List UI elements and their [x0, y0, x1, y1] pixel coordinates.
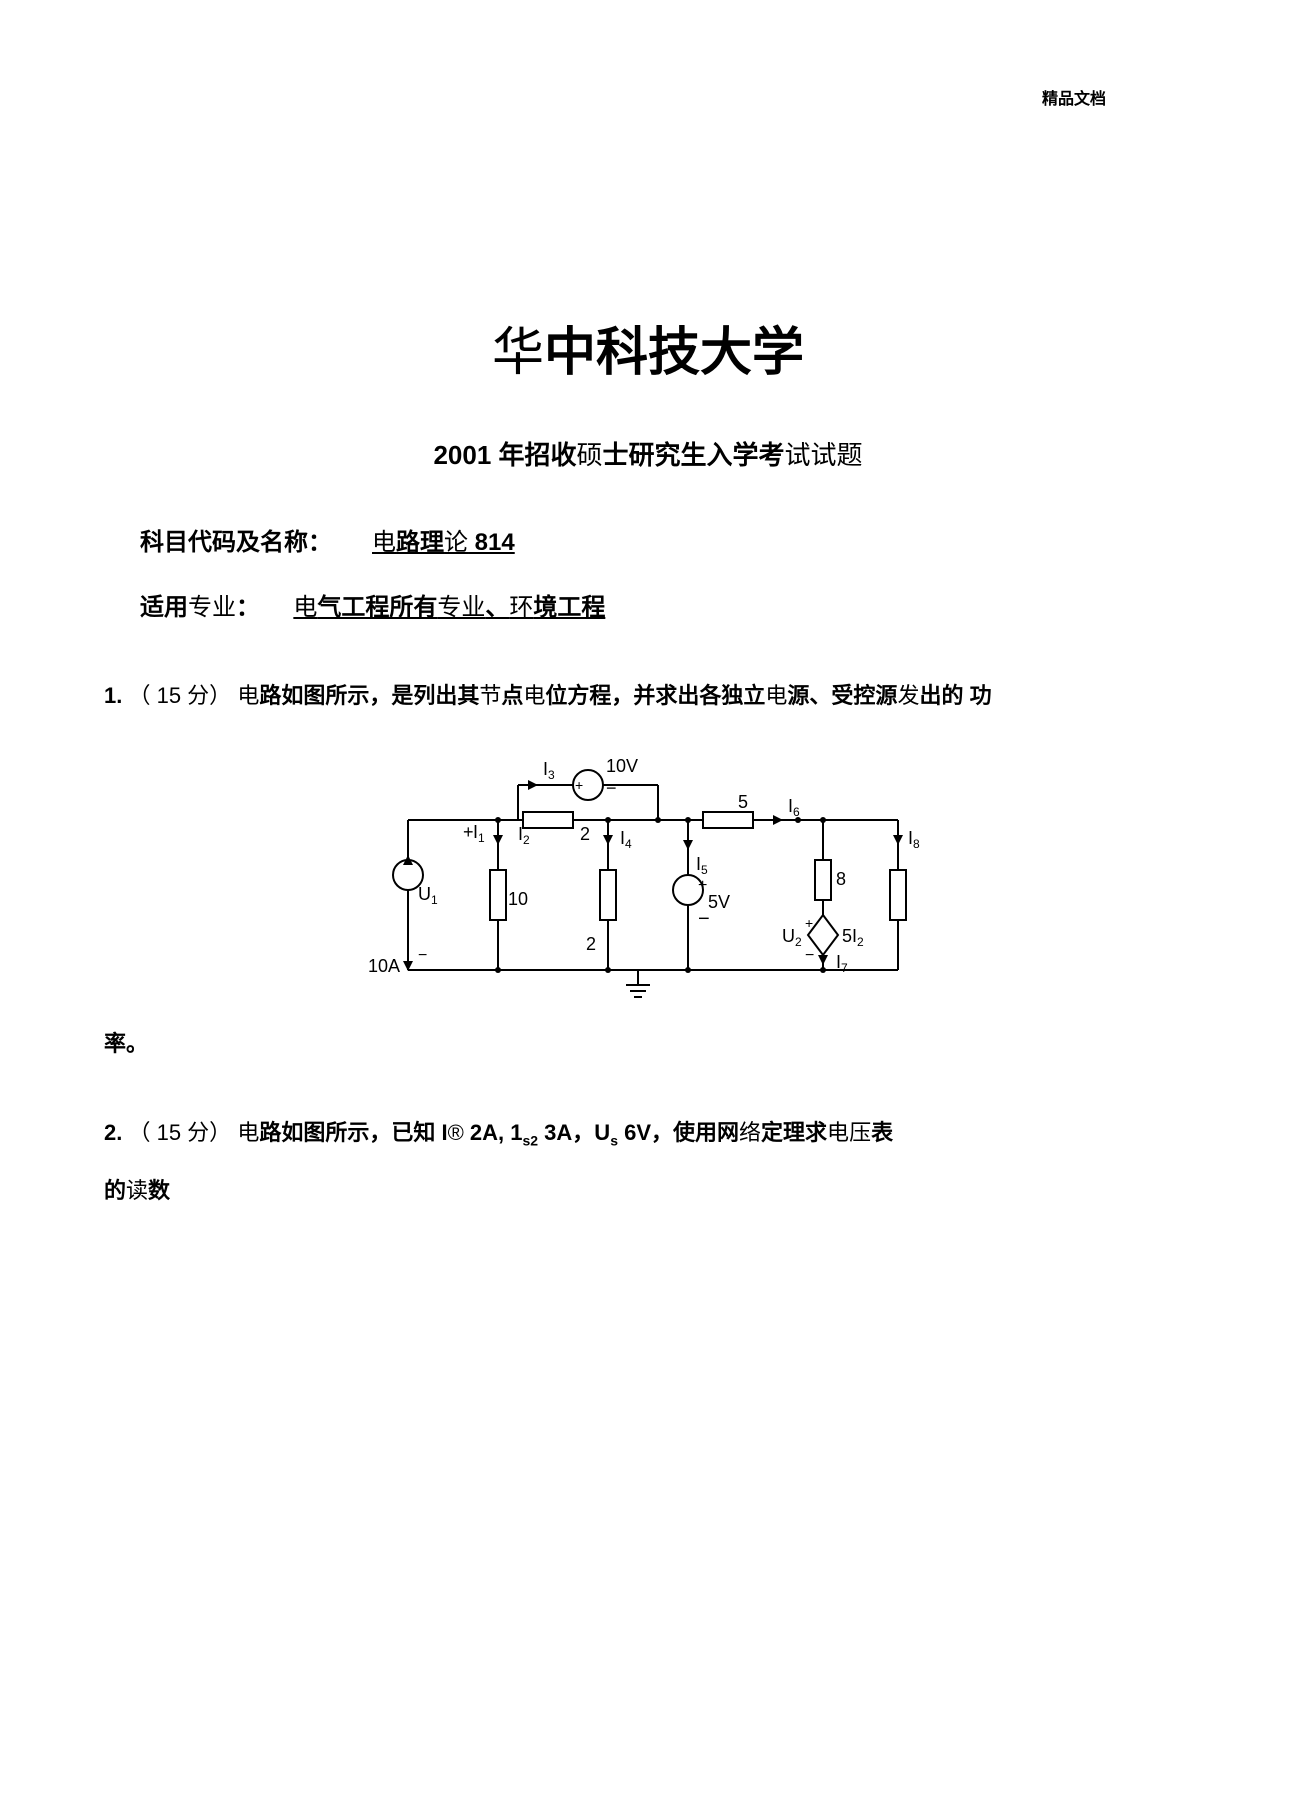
- svg-text:5V: 5V: [708, 892, 730, 912]
- q1-num: 1.: [104, 683, 122, 708]
- sv-2: 论: [444, 529, 468, 556]
- svg-text:+: +: [698, 877, 707, 894]
- svg-text:2: 2: [586, 934, 596, 954]
- q2-v1: 2A, 1: [464, 1120, 523, 1145]
- q1-t3: 点: [501, 683, 523, 708]
- svg-text:+: +: [463, 822, 474, 842]
- q1-after: 率。: [100, 1020, 1196, 1068]
- q2-b1: 路如图所示，已知 I: [259, 1120, 447, 1145]
- q2-l2-2: 数: [148, 1178, 170, 1203]
- subject-line: 科目代码及名称： 电路理论 814: [100, 522, 1196, 557]
- q2-v2: 3A，U: [538, 1120, 610, 1145]
- q2-a2: 压: [849, 1120, 871, 1145]
- q2-a3: 表: [871, 1120, 893, 1145]
- svg-text:2: 2: [580, 824, 590, 844]
- circuit-diagram: I3 10V + − + I1 I2 2 I4 5 I6 I5 + 5V − U…: [368, 750, 928, 1010]
- question-2: 2. （ 15 分） 电路如图所示，已知 I® 2A, 1s2 3A，Us 6V…: [100, 1109, 1196, 1157]
- subject-label: 科目代码及名称：: [140, 529, 332, 556]
- sv-0: 电: [372, 529, 396, 556]
- svg-text:I4: I4: [620, 828, 632, 851]
- q1-t4: 电: [523, 683, 545, 708]
- q2-l2-0: 的: [104, 1178, 126, 1203]
- svg-text:I1: I1: [473, 822, 485, 845]
- mv-5: 境工程: [533, 594, 605, 621]
- svg-text:I7: I7: [836, 952, 848, 975]
- subject-value: 电路理论 814: [372, 529, 515, 556]
- q1-after-text: 率。: [104, 1031, 148, 1056]
- svg-text:I5: I5: [696, 854, 708, 877]
- subtitle-p2: 硕: [577, 440, 603, 470]
- q1-points: （ 15 分）: [128, 683, 231, 708]
- major-value: 电气工程所有专业、环境工程: [293, 594, 605, 621]
- mv-4: 环: [509, 594, 533, 621]
- title-part-2: 中科技大学: [544, 324, 804, 382]
- mv-1: 气工程所有: [317, 594, 437, 621]
- mv-2: 专业: [437, 594, 485, 621]
- exam-subtitle: 2001 年招收硕士研究生入学考试试题: [100, 435, 1196, 472]
- q2-s1: s2: [522, 1132, 538, 1148]
- q1-t2: 节: [479, 683, 501, 708]
- q2-a1: 电: [827, 1120, 849, 1145]
- q2-points: （ 15 分）: [128, 1120, 231, 1145]
- q1-t8: 发: [897, 683, 919, 708]
- mv-0: 电: [293, 594, 317, 621]
- subtitle-p4: 试试题: [785, 440, 863, 470]
- svg-text:+: +: [575, 777, 583, 793]
- sv-3: 814: [468, 529, 515, 556]
- q2-r: ®: [448, 1120, 464, 1145]
- mv-3: 、: [485, 594, 509, 621]
- q2-line2: 的读数: [100, 1167, 1196, 1215]
- ml-2: ：: [236, 594, 260, 621]
- svg-text:−: −: [418, 947, 427, 964]
- q1-t9: 出的 功: [919, 683, 991, 708]
- sv-1: 路理: [396, 529, 444, 556]
- title-part-1: 华: [492, 324, 544, 382]
- svg-text:10A: 10A: [368, 956, 400, 976]
- q2-s2: s: [610, 1132, 618, 1148]
- q2-v3: 6V，使用网: [618, 1120, 739, 1145]
- q2-a0: 定理求: [761, 1120, 827, 1145]
- major-line: 适用专业： 电气工程所有专业、环境工程: [100, 587, 1196, 622]
- q1-t0: 电: [237, 683, 259, 708]
- subtitle-p3: 士研究生入学考: [603, 440, 785, 470]
- watermark: 精品文档: [1042, 85, 1106, 109]
- q2-l1: 络: [739, 1120, 761, 1145]
- document-content: 华中科技大学 2001 年招收硕士研究生入学考试试题 科目代码及名称： 电路理论…: [100, 310, 1196, 1216]
- q1-t5: 位方程，并求出各独立: [545, 683, 765, 708]
- svg-text:−: −: [606, 778, 617, 798]
- q1-t7: 源、受控源: [787, 683, 897, 708]
- q1-t6: 电: [765, 683, 787, 708]
- svg-text:10V: 10V: [606, 756, 638, 776]
- ml-0: 适用: [140, 594, 188, 621]
- svg-text:−: −: [805, 947, 814, 964]
- svg-text:I6: I6: [788, 796, 800, 819]
- svg-text:8: 8: [836, 869, 846, 889]
- svg-text:+: +: [805, 915, 813, 931]
- svg-text:I3: I3: [543, 759, 555, 782]
- q1-t1: 路如图所示，是列出其: [259, 683, 479, 708]
- svg-text:I8: I8: [908, 828, 920, 851]
- svg-text:U1: U1: [418, 884, 438, 907]
- svg-text:−: −: [698, 908, 710, 930]
- svg-text:10: 10: [508, 889, 528, 909]
- university-title: 华中科技大学: [100, 310, 1196, 385]
- svg-text:U2: U2: [782, 926, 802, 949]
- q2-l2-1: 读: [126, 1178, 148, 1203]
- q2-b0: 电: [237, 1120, 259, 1145]
- q2-num: 2.: [104, 1120, 122, 1145]
- subtitle-p1: 2001 年招收: [433, 440, 576, 470]
- question-1: 1. （ 15 分） 电路如图所示，是列出其节点电位方程，并求出各独立电源、受控…: [100, 672, 1196, 720]
- svg-text:5: 5: [738, 792, 748, 812]
- ml-1: 专业: [188, 594, 236, 621]
- svg-text:5I2: 5I2: [842, 926, 864, 949]
